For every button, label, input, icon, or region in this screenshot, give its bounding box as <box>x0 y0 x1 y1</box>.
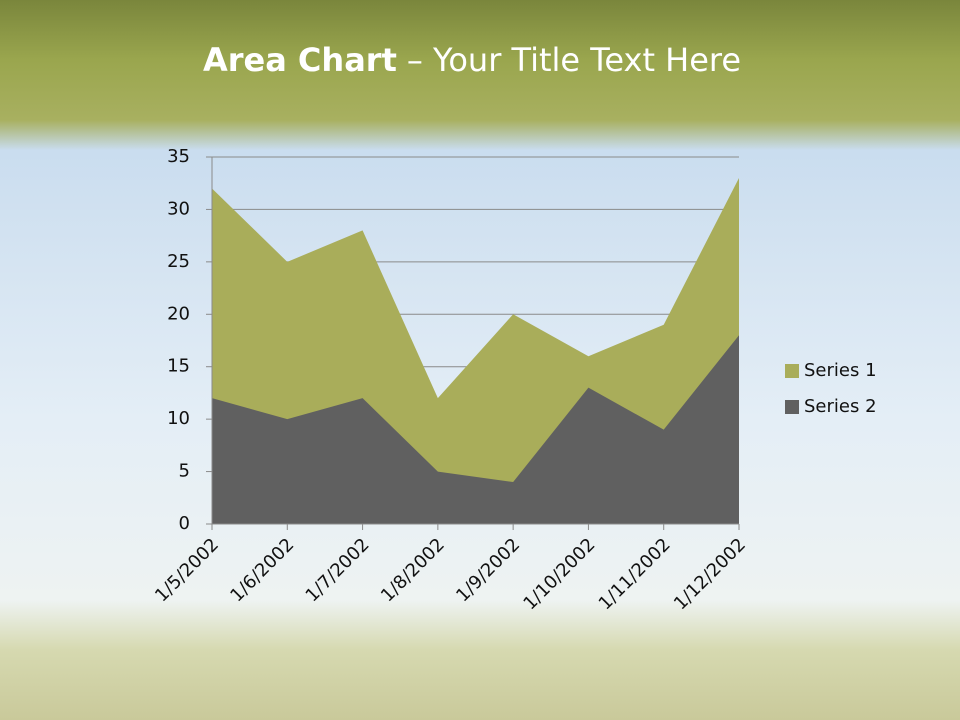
x-tick-label: 1/10/2002 <box>519 534 599 614</box>
title-rest: – Your Title Text Here <box>407 41 741 79</box>
legend-swatch <box>785 364 799 378</box>
legend-label: Series 1 <box>804 360 877 381</box>
x-tick-label: 1/7/2002 <box>302 534 374 606</box>
x-tick-label: 1/5/2002 <box>151 534 223 606</box>
y-tick-label: 30 <box>167 198 190 219</box>
y-tick-label: 25 <box>167 251 190 272</box>
title-bold: Area Chart <box>203 41 397 79</box>
legend-swatch <box>785 400 799 414</box>
y-tick-label: 5 <box>179 461 190 482</box>
x-tick-label: 1/8/2002 <box>377 534 449 606</box>
y-tick-label: 0 <box>179 513 190 534</box>
x-tick-label: 1/11/2002 <box>595 534 675 614</box>
y-tick-label: 15 <box>167 356 190 377</box>
y-tick-label: 10 <box>167 408 190 429</box>
y-tick-label: 35 <box>167 146 190 167</box>
area <box>212 335 739 524</box>
y-tick-label: 20 <box>167 303 190 324</box>
slide-title: Area Chart – Your Title Text Here <box>203 41 741 79</box>
title-band <box>0 0 960 150</box>
x-tick-label: 1/6/2002 <box>226 534 298 606</box>
x-tick-label: 1/9/2002 <box>452 534 524 606</box>
x-tick-label: 1/12/2002 <box>670 534 750 614</box>
legend-label: Series 2 <box>804 396 877 417</box>
